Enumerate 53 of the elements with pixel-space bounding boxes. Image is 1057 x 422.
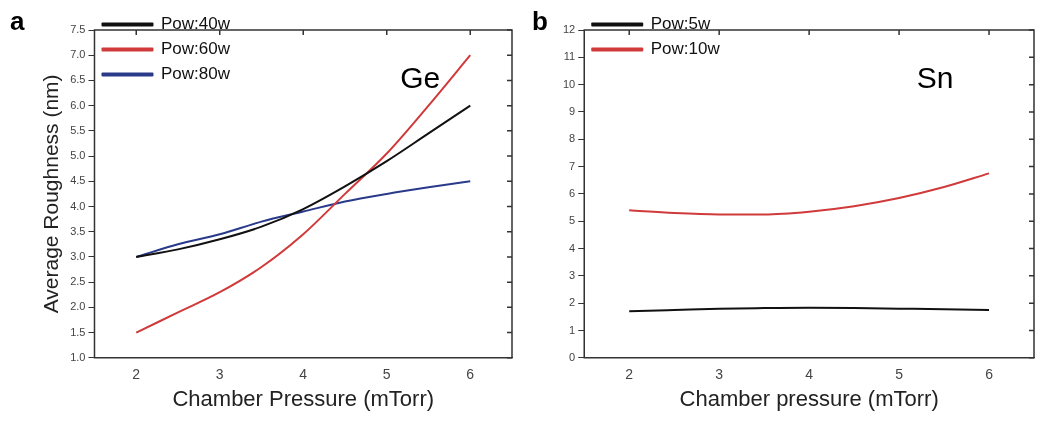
x-axis-title: Chamber pressure (mTorr) bbox=[679, 385, 939, 411]
y-tick-label: 1 bbox=[569, 323, 576, 336]
y-tick-label: 6.5 bbox=[70, 73, 86, 86]
y-tick-label: 9 bbox=[569, 104, 576, 117]
legend-label: Pow:10w bbox=[650, 39, 721, 59]
legend-label: Pow:80w bbox=[160, 64, 231, 84]
y-tick-label: 5.0 bbox=[70, 149, 86, 162]
y-tick-label: 2.0 bbox=[70, 300, 86, 313]
y-tick-label: 2 bbox=[569, 296, 576, 309]
x-tick-label: 5 bbox=[895, 366, 904, 383]
x-tick-label: 5 bbox=[382, 366, 391, 383]
x-tick-label: 3 bbox=[215, 366, 224, 383]
y-tick-label: 5 bbox=[569, 214, 576, 227]
y-axis-title: Average Roughness (nm) bbox=[39, 74, 63, 314]
legend-label: Pow:5w bbox=[650, 14, 711, 34]
x-tick-label: 4 bbox=[299, 366, 308, 383]
legend-label: Pow:60w bbox=[160, 39, 231, 59]
y-tick-label: 7.5 bbox=[70, 23, 86, 36]
y-tick-label: 3 bbox=[569, 268, 576, 281]
legend-label: Pow:40w bbox=[160, 14, 231, 34]
y-tick-label: 4.0 bbox=[70, 199, 86, 212]
y-tick-label: 6.0 bbox=[70, 98, 86, 111]
y-tick-label: 8 bbox=[569, 132, 576, 145]
y-tick-label: 7.0 bbox=[70, 48, 86, 61]
x-tick-label: 6 bbox=[466, 366, 475, 383]
x-tick-label: 6 bbox=[985, 366, 994, 383]
y-tick-label: 3.0 bbox=[70, 249, 86, 262]
y-tick-label: 6 bbox=[569, 186, 576, 199]
y-tick-label: 4.5 bbox=[70, 174, 86, 187]
line-series bbox=[135, 180, 472, 258]
x-tick-label: 2 bbox=[132, 366, 141, 383]
x-tick-label: 3 bbox=[715, 366, 724, 383]
y-tick-label: 10 bbox=[562, 77, 576, 90]
x-tick-label: 4 bbox=[805, 366, 814, 383]
text: b bbox=[532, 6, 548, 37]
y-tick-label: 7 bbox=[569, 159, 576, 172]
y-tick-label: 1.5 bbox=[70, 325, 86, 338]
x-axis-title: Chamber Pressure (mTorr) bbox=[172, 385, 435, 411]
y-tick-label: 3.5 bbox=[70, 224, 86, 237]
line-series bbox=[135, 54, 472, 334]
y-tick-label: 11 bbox=[563, 50, 576, 63]
line-series bbox=[135, 104, 472, 258]
y-tick-label: 2.5 bbox=[70, 275, 86, 288]
y-tick-label: 12 bbox=[562, 23, 576, 36]
y-tick-label: 4 bbox=[569, 241, 576, 254]
y-tick-label: 1.0 bbox=[70, 350, 86, 363]
annotation: Sn bbox=[916, 61, 954, 95]
y-tick-label: 5.5 bbox=[70, 123, 86, 136]
y-tick-label: 0 bbox=[569, 350, 576, 363]
annotation: Ge bbox=[400, 61, 441, 95]
line-series bbox=[628, 172, 991, 216]
text: a bbox=[10, 6, 25, 37]
x-tick-label: 2 bbox=[625, 366, 634, 383]
